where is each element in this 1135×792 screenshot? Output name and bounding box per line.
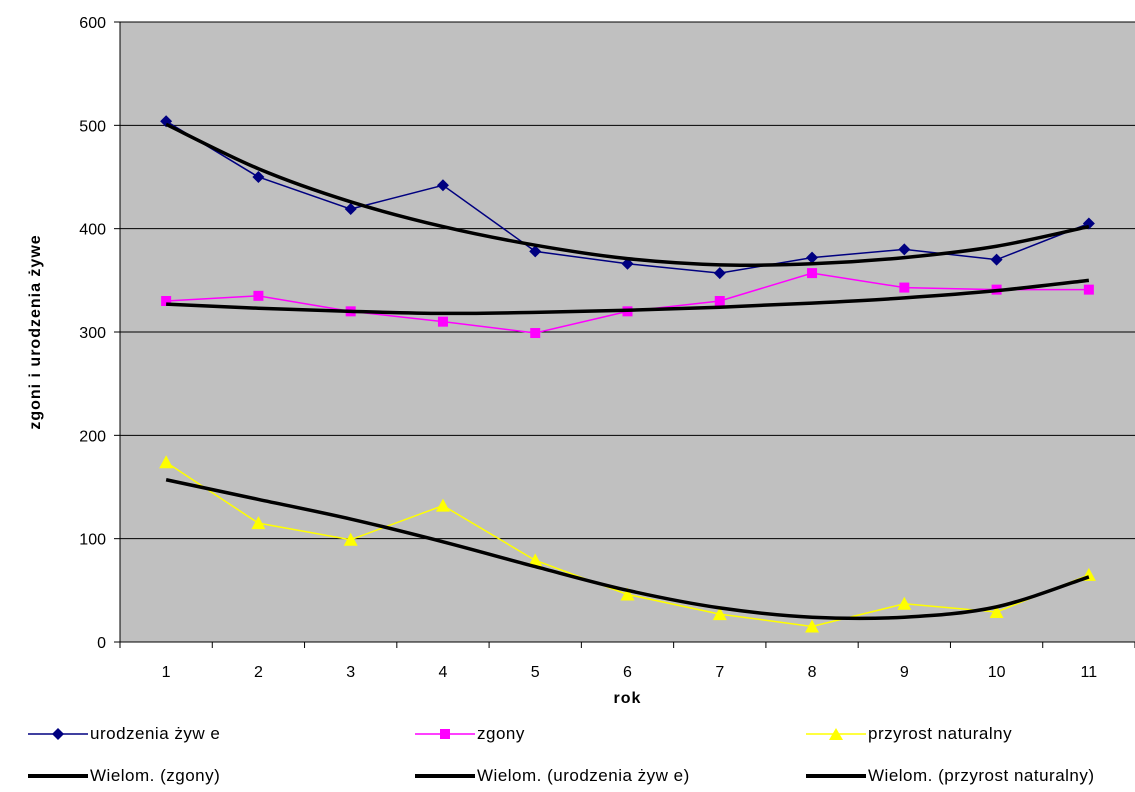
y-axis-title: zgoni i urodzenia żywe	[27, 234, 44, 429]
data-point-diamond	[990, 253, 1003, 266]
data-point-triangle	[712, 607, 727, 621]
legend-label: przyrost naturalny	[868, 724, 1013, 743]
data-point-diamond	[344, 203, 357, 216]
data-point-diamond	[252, 171, 265, 183]
data-point-square	[253, 290, 264, 301]
legend-item-trend-zgony: Wielom. (zgony)	[28, 765, 220, 787]
y-axis-ticks: 0 100 200 300 400 500 600	[79, 15, 120, 652]
chart: 0 100 200 300 400 500 600 1 2 3 4 5 6 7 8 9 10 11 rok zg…	[27, 15, 1135, 706]
y-tick-label: 200	[79, 428, 106, 445]
legend-label: Wielom. (zgony)	[90, 766, 221, 785]
trendlines-group	[165, 122, 1090, 621]
data-point-square	[161, 296, 172, 306]
legend-item-trend-przyrost: Wielom. (przyrost naturalny)	[806, 765, 1095, 787]
diamond-marker-icon	[28, 728, 88, 740]
x-tick-label: 10	[988, 664, 1006, 681]
line-marker-icon	[415, 774, 475, 778]
data-point-square	[714, 296, 725, 306]
data-point-diamond	[621, 257, 634, 270]
legend-item-przyrost: przyrost naturalny	[806, 723, 1012, 745]
legend-item-urodzenia: urodzenia żyw e	[28, 723, 220, 745]
x-axis-ticks: 1 2 3 4 5 6 7 8 9 10 11	[119, 642, 1135, 681]
x-tick-label: 5	[531, 664, 540, 681]
data-point-square	[437, 316, 448, 327]
x-tick-label: 6	[623, 664, 632, 681]
data-point-triangle	[159, 455, 174, 469]
data-point-square	[530, 328, 541, 339]
legend-label: Wielom. (urodzenia żyw e)	[477, 766, 690, 785]
data-point-diamond	[436, 179, 449, 192]
y-tick-label: 300	[79, 325, 106, 342]
data-point-diamond	[806, 251, 819, 264]
legend-label: Wielom. (przyrost naturalny)	[868, 766, 1095, 785]
data-point-triangle	[989, 605, 1004, 619]
x-tick-label: 11	[1081, 664, 1098, 681]
x-tick-label: 4	[439, 664, 448, 681]
data-point-diamond	[713, 267, 726, 280]
x-tick-label: 8	[808, 664, 817, 681]
y-tick-label: 500	[79, 118, 106, 135]
square-marker-icon	[415, 729, 475, 739]
x-tick-label: 3	[346, 664, 355, 681]
data-point-triangle	[435, 498, 450, 512]
y-tick-label: 0	[97, 635, 106, 652]
data-point-square	[899, 282, 910, 293]
x-axis-title: rok	[614, 690, 642, 706]
line-marker-icon	[28, 774, 88, 778]
legend-label: zgony	[477, 724, 525, 743]
gridlines	[120, 21, 1135, 540]
x-tick-label: 2	[254, 664, 263, 681]
legend: urodzenia żyw e zgony przyrost naturalny…	[0, 706, 1135, 792]
trendline	[165, 478, 1090, 621]
y-tick-label: 400	[79, 222, 106, 239]
data-point-triangle	[528, 553, 543, 567]
data-point-triangle	[805, 619, 820, 633]
y-tick-label: 600	[79, 15, 106, 32]
trendline	[165, 122, 1090, 267]
data-point-triangle	[343, 532, 358, 546]
x-tick-label: 1	[162, 664, 171, 681]
data-point-square	[1083, 284, 1094, 295]
legend-item-zgony: zgony	[415, 723, 525, 745]
y-tick-label: 100	[79, 532, 106, 549]
data-point-diamond	[898, 243, 911, 256]
data-point-diamond	[529, 245, 542, 258]
x-tick-label: 9	[900, 664, 909, 681]
x-tick-label: 7	[715, 664, 724, 681]
line-marker-icon	[806, 774, 866, 778]
data-point-triangle	[251, 516, 266, 530]
data-point-triangle	[897, 596, 912, 610]
data-point-triangle	[620, 587, 635, 601]
triangle-marker-icon	[806, 728, 866, 740]
data-point-square	[807, 268, 818, 279]
trendline	[166, 278, 1090, 316]
legend-item-trend-urodzenia: Wielom. (urodzenia żyw e)	[415, 765, 690, 787]
legend-label: urodzenia żyw e	[90, 724, 221, 743]
